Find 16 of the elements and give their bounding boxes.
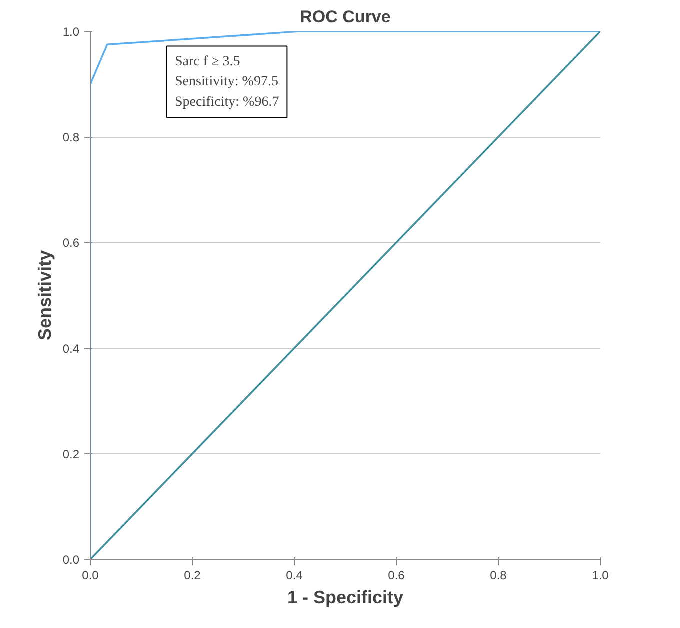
y-tick-label: 0.6 xyxy=(62,236,80,250)
y-axis-title: Sensitivity xyxy=(34,250,55,341)
x-tick-label: 0.4 xyxy=(286,568,304,582)
x-tick-label: 0.8 xyxy=(490,568,508,582)
x-axis-title: 1 - Specificity xyxy=(287,588,404,608)
y-tick-label: 0.4 xyxy=(62,342,80,356)
x-tick-label: 0.0 xyxy=(82,568,100,582)
y-tick-label: 0.0 xyxy=(62,553,80,567)
y-tick-label: 1.0 xyxy=(62,25,80,39)
y-tick-label: 0.8 xyxy=(62,130,80,145)
x-tick-label: 0.6 xyxy=(388,568,406,582)
x-tick-label: 0.2 xyxy=(184,568,202,582)
annotation: Sarc f ≥ 3.5 Sensitivity: %97.5 Specificity: %96.7 xyxy=(175,54,280,110)
chart-title: ROC Curve xyxy=(300,8,391,26)
y-tick-label: 0.2 xyxy=(62,447,80,462)
x-tick-label: 1.0 xyxy=(592,568,610,582)
